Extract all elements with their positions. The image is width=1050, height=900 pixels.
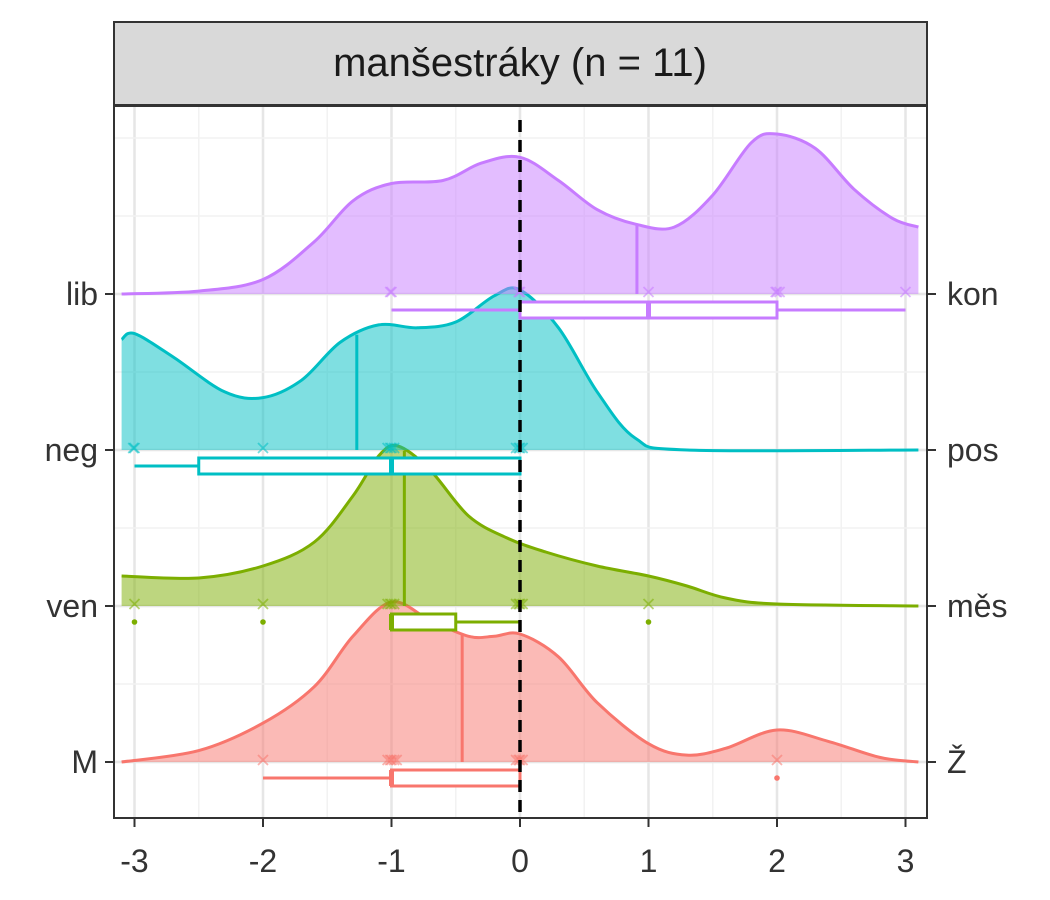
y-label-right: pos [947, 432, 999, 468]
data-point [384, 598, 396, 610]
data-point [385, 598, 398, 610]
data-point [642, 598, 655, 610]
outlier [131, 619, 138, 625]
data-point [257, 598, 269, 610]
data-point [128, 442, 141, 454]
ridge-lib [121, 132, 919, 320]
x-tick-label: -2 [249, 843, 277, 879]
data-point [770, 286, 782, 298]
facet-strip [113, 21, 928, 106]
ridge-ven [121, 443, 919, 632]
data-point [384, 442, 396, 454]
facet-title: manšestráky (n = 11) [333, 41, 707, 85]
data-point [381, 442, 394, 454]
data-point [391, 754, 403, 766]
data-point [385, 442, 398, 454]
x-tick-label: -1 [377, 843, 405, 879]
data-point [127, 442, 139, 454]
box-iqr [197, 456, 522, 476]
x-tick-label: 2 [768, 843, 786, 879]
data-point [257, 442, 269, 454]
outlier [260, 619, 266, 625]
y-label-right: kon [947, 276, 999, 312]
x-tick-label: -3 [120, 843, 148, 879]
data-point [257, 754, 269, 766]
x-axis: -3 -2 -1 0 1 2 3 [120, 818, 914, 879]
y-label-left: ven [46, 588, 98, 624]
data-point [642, 286, 655, 298]
density-line [121, 443, 919, 608]
data-point [381, 598, 394, 610]
data-point [771, 286, 783, 298]
x-tick-label: 1 [640, 843, 658, 879]
data-point [385, 754, 398, 766]
data-point [899, 286, 912, 298]
outlier [645, 619, 652, 625]
outlier [774, 775, 780, 781]
density-area [121, 133, 919, 294]
data-point [128, 598, 141, 610]
density-line [121, 132, 919, 296]
density-line [121, 600, 919, 764]
density-line [120, 286, 919, 453]
y-label-right: Ž [947, 744, 967, 780]
data-point [771, 754, 783, 766]
density-area [121, 445, 919, 606]
x-tick-label: 3 [897, 843, 915, 879]
y-label-right: měs [947, 588, 1007, 624]
x-tick-label: 0 [511, 843, 529, 879]
box-iqr [390, 768, 522, 788]
y-label-left: M [71, 744, 98, 780]
y-label-left: neg [45, 432, 98, 468]
box-iqr [390, 612, 458, 632]
y-label-left: lib [66, 276, 98, 312]
data-point [385, 286, 398, 298]
data-point [773, 286, 786, 298]
data-point [384, 286, 396, 298]
data-point [381, 754, 394, 766]
